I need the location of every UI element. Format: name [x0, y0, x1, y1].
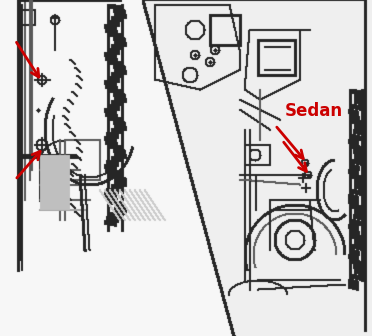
Text: Sedan: Sedan — [285, 102, 343, 120]
